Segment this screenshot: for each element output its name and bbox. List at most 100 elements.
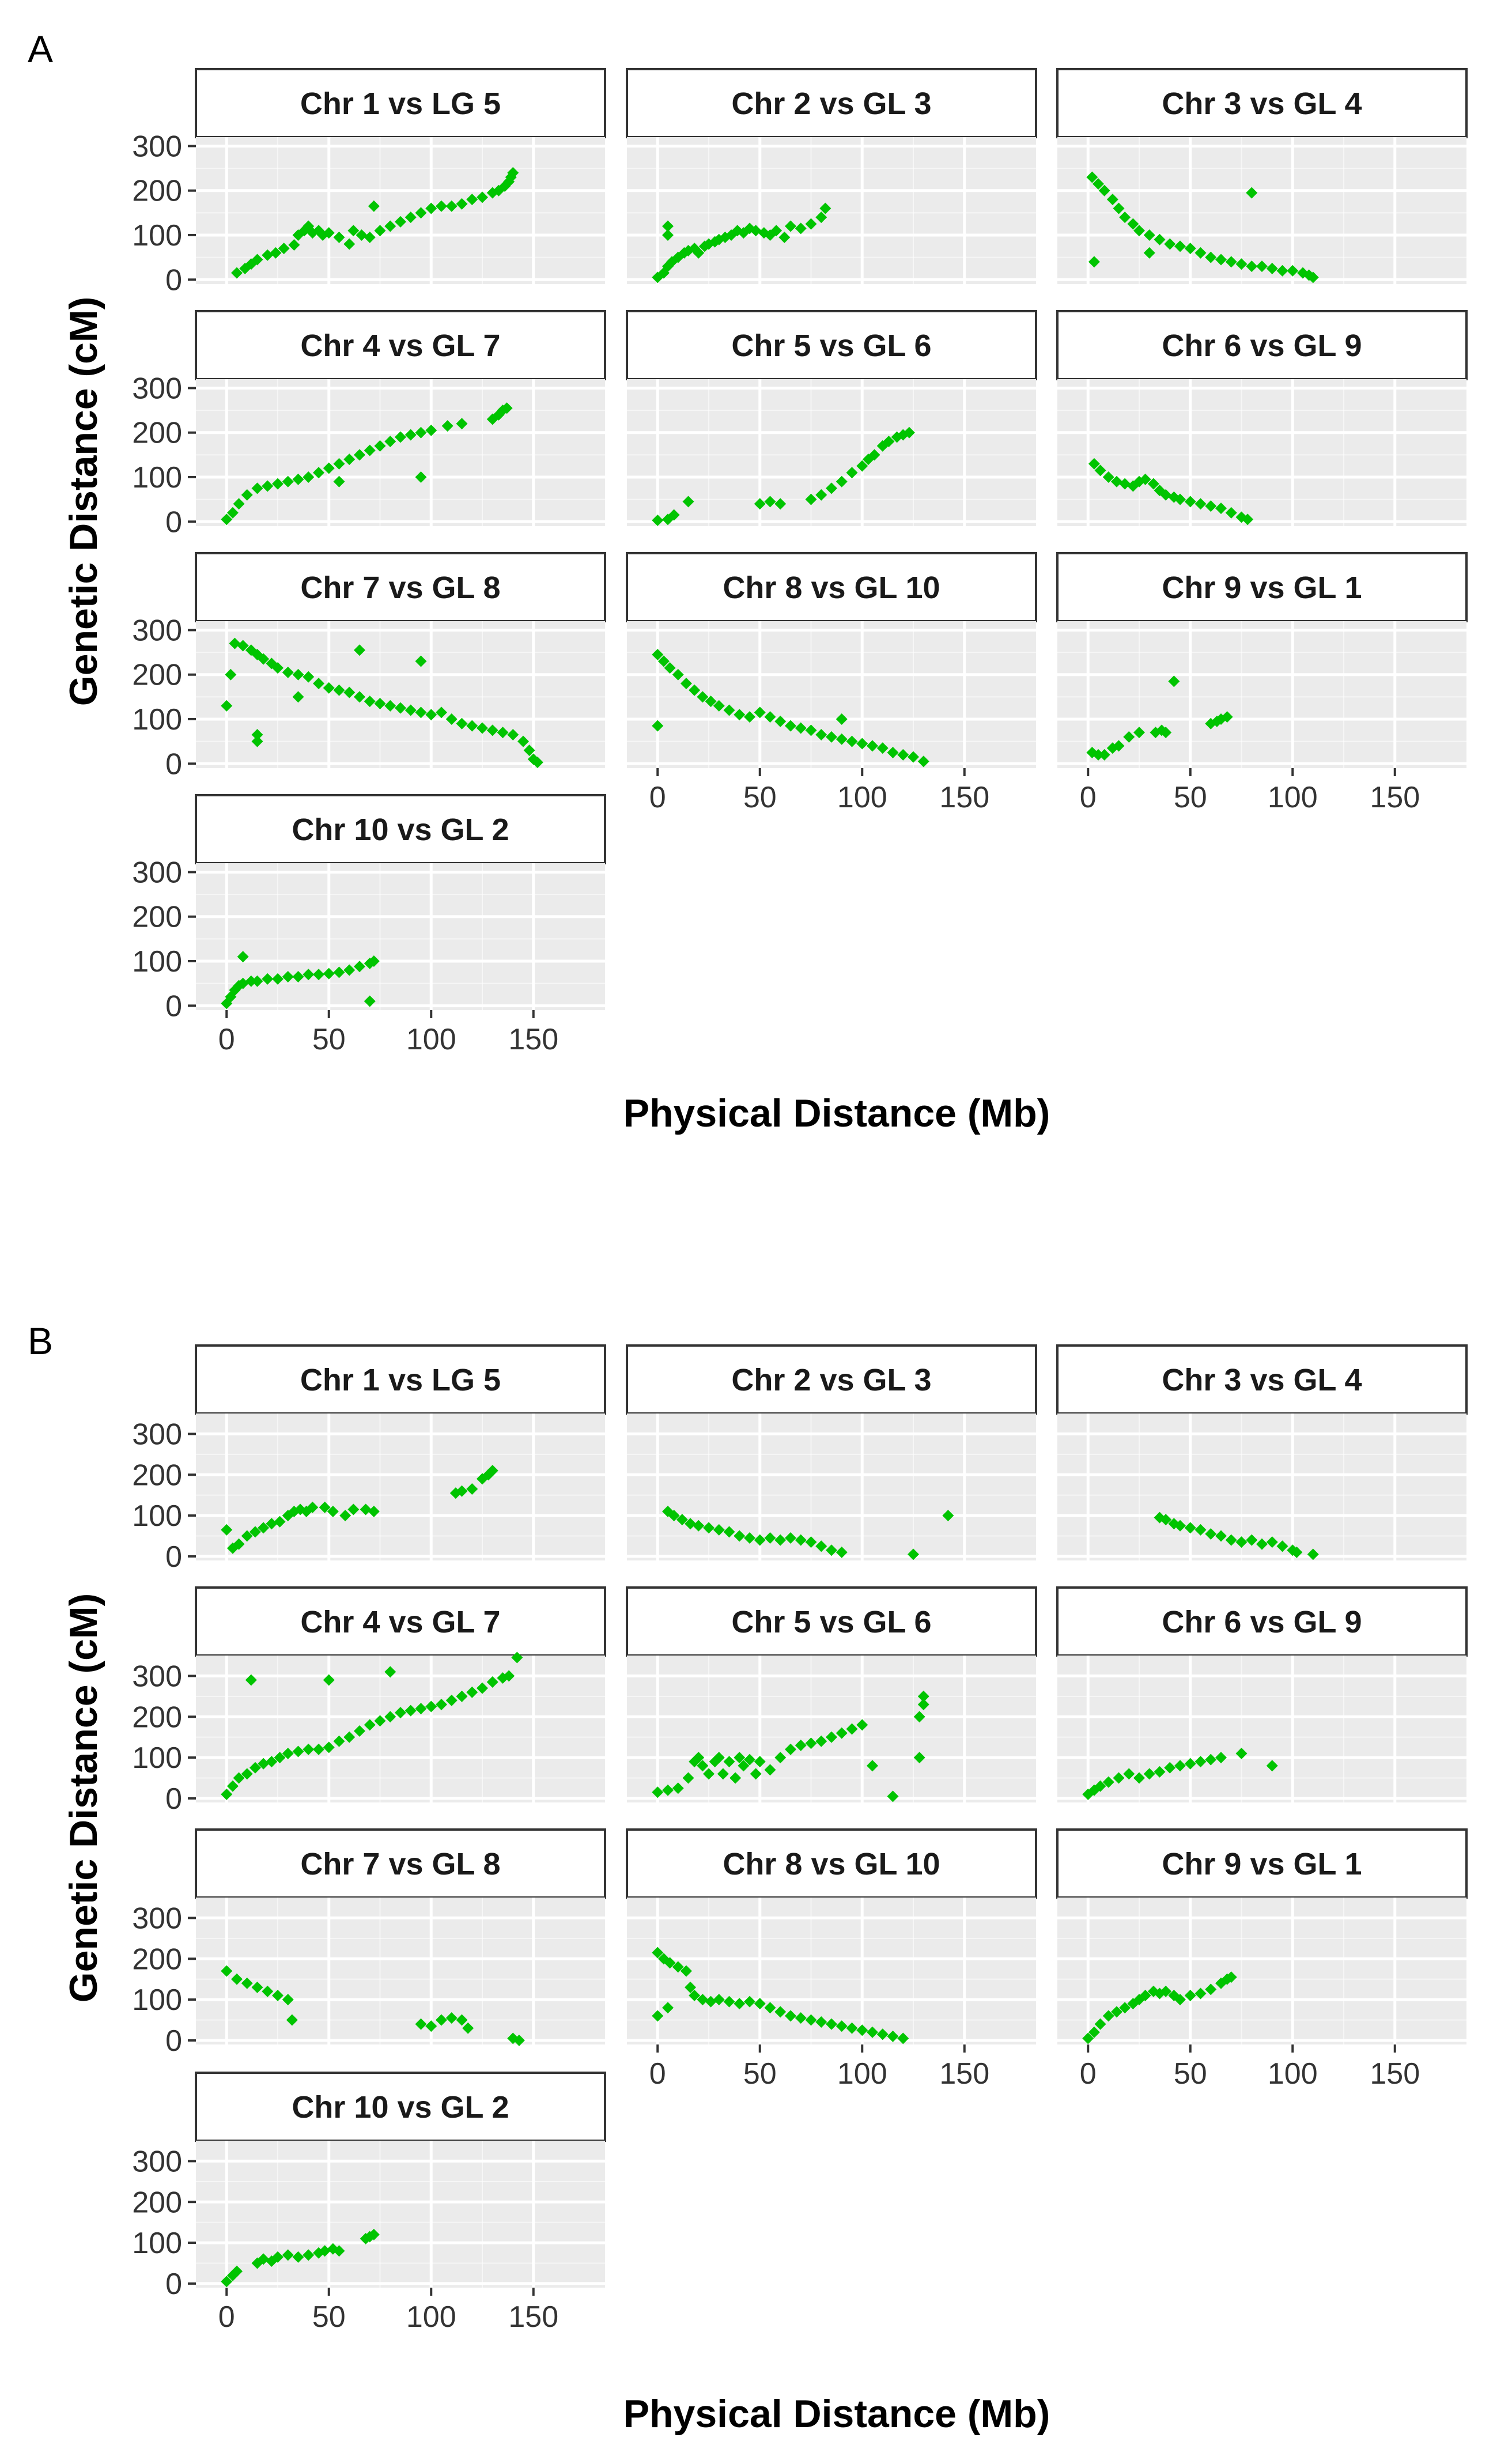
plot-area-a-5 — [627, 379, 1036, 526]
data-point — [1154, 1766, 1166, 1778]
y-tick-label: 300 — [132, 372, 182, 405]
data-point — [685, 1518, 697, 1530]
data-point — [723, 1996, 735, 2008]
facet-label-a-10: Chr 10 vs GL 2 — [292, 812, 509, 847]
data-point — [258, 653, 270, 665]
data-point — [693, 1752, 705, 1764]
x-tick-label: 50 — [312, 1023, 346, 1056]
data-point — [384, 436, 396, 448]
data-point — [303, 471, 315, 483]
data-point — [652, 2010, 664, 2022]
data-point — [384, 700, 396, 712]
data-point — [1276, 264, 1288, 277]
data-point — [307, 1501, 319, 1513]
facet-strip-a-7 — [195, 552, 606, 622]
data-point — [713, 1752, 725, 1764]
data-point — [1133, 1772, 1145, 1784]
facet-label-b-6: Chr 6 vs GL 9 — [1162, 1605, 1362, 1639]
data-point — [917, 1690, 929, 1702]
data-point — [1160, 1514, 1172, 1526]
data-point — [729, 1772, 742, 1784]
data-point — [368, 955, 380, 967]
facet-label-b-7: Chr 7 vs GL 8 — [300, 1847, 500, 1881]
data-point — [744, 1753, 755, 1766]
data-point — [249, 1762, 261, 1774]
data-point — [682, 496, 694, 508]
data-point — [1225, 1534, 1237, 1546]
data-point — [374, 1715, 386, 1727]
data-point — [477, 191, 488, 203]
facet-strip-b-8 — [626, 1828, 1037, 1899]
data-point — [774, 1752, 787, 1764]
data-point — [356, 229, 368, 241]
data-point — [323, 967, 335, 980]
data-point — [1246, 187, 1258, 199]
facet-a-4: Chr 4 vs GL 7 0 100 200 300 — [132, 310, 606, 539]
data-point — [486, 724, 498, 736]
data-point — [713, 1524, 725, 1536]
data-point — [846, 467, 858, 479]
data-point — [333, 231, 345, 243]
data-point — [511, 1651, 523, 1664]
data-point — [744, 1996, 755, 2008]
data-point — [668, 509, 680, 521]
panel-letter-b: B — [28, 1320, 53, 1362]
data-point — [456, 198, 468, 210]
facet-strip-a-4 — [195, 310, 606, 380]
data-point — [313, 467, 324, 479]
data-point — [1225, 256, 1237, 268]
plot-area-b-9 — [1057, 1898, 1466, 2044]
data-point — [1168, 675, 1180, 687]
data-point — [226, 1780, 239, 1792]
data-point — [364, 1719, 376, 1731]
data-point — [1195, 1524, 1207, 1536]
data-point — [785, 1743, 796, 1755]
data-point — [395, 1707, 406, 1719]
data-point — [897, 749, 909, 761]
x-tick-label: 150 — [508, 2300, 558, 2334]
data-point — [333, 966, 345, 978]
y-tick-label: 100 — [132, 703, 182, 736]
data-point — [672, 1961, 684, 1973]
data-point — [1127, 218, 1139, 230]
data-point — [1119, 478, 1131, 490]
data-point — [1205, 1983, 1217, 1996]
data-point — [1174, 1520, 1186, 1532]
data-point — [764, 1764, 776, 1776]
data-point — [292, 971, 304, 983]
data-point — [734, 1752, 746, 1764]
data-point — [705, 696, 717, 708]
data-point — [456, 717, 468, 730]
data-point — [764, 1532, 776, 1544]
data-point — [354, 961, 365, 973]
data-point — [1215, 1752, 1227, 1764]
data-point — [887, 1790, 899, 1802]
facet-b-8: Chr 8 vs GL 10 0 50 100 150 — [626, 1828, 1037, 2091]
data-point — [805, 724, 817, 736]
data-point — [323, 1741, 335, 1753]
facet-a-1: Chr 1 vs LG 5 0 100 200 300 — [132, 68, 606, 297]
data-point — [225, 668, 237, 681]
data-point — [664, 1957, 676, 1969]
data-point — [274, 1515, 286, 1528]
x-tick-label: 50 — [743, 781, 777, 814]
x-tick-label: 150 — [1370, 2057, 1420, 2091]
facet-strip-b-3 — [1056, 1344, 1468, 1415]
data-point — [815, 1735, 827, 1747]
data-point — [913, 1752, 925, 1764]
x-tick-label: 150 — [939, 781, 989, 814]
data-point — [1088, 458, 1100, 470]
data-point — [754, 1756, 766, 1768]
data-point — [501, 402, 513, 414]
data-point — [1184, 1758, 1196, 1770]
data-point — [221, 1524, 233, 1536]
plot-area-b-4 — [196, 1656, 605, 1802]
data-point — [333, 684, 345, 696]
data-point — [689, 684, 701, 696]
data-point — [795, 222, 807, 235]
data-point — [1307, 1548, 1319, 1560]
data-point — [1215, 502, 1227, 515]
data-point — [272, 2251, 284, 2263]
data-point — [360, 1503, 372, 1515]
data-point — [364, 696, 376, 708]
